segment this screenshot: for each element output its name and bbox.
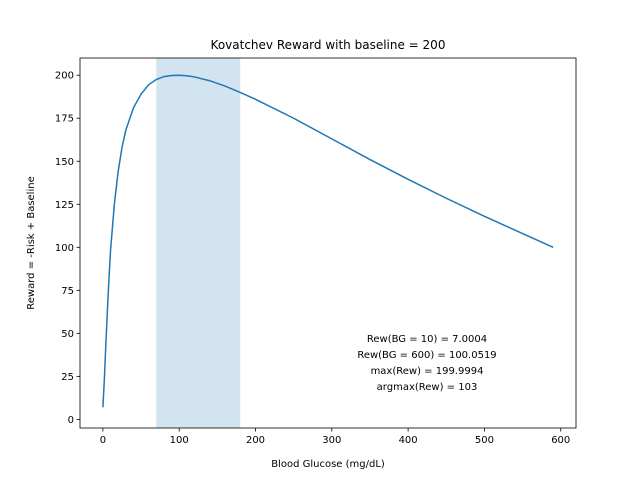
x-axis-ticks: 0 100 200 300 400 500 600 xyxy=(100,428,570,446)
annotation-max-rew: max(Rew) = 199.9994 xyxy=(371,366,484,377)
x-tick-label: 200 xyxy=(246,435,265,446)
y-tick-label: 75 xyxy=(61,286,74,297)
y-tick-label: 200 xyxy=(55,71,74,82)
y-tick-label: 125 xyxy=(55,200,74,211)
x-tick-label: 300 xyxy=(322,435,341,446)
x-axis-label: Blood Glucose (mg/dL) xyxy=(271,459,385,470)
y-tick-label: 100 xyxy=(55,243,74,254)
x-tick-label: 400 xyxy=(399,435,418,446)
annotation-rew-bg-10: Rew(BG = 10) = 7.0004 xyxy=(367,334,487,345)
chart-title: Kovatchev Reward with baseline = 200 xyxy=(211,38,446,52)
target-range-band xyxy=(156,58,241,428)
y-tick-label: 50 xyxy=(61,329,74,340)
annotation-rew-bg-600: Rew(BG = 600) = 100.0519 xyxy=(357,350,496,361)
x-tick-label: 100 xyxy=(170,435,189,446)
x-tick-label: 0 xyxy=(100,435,106,446)
y-tick-label: 175 xyxy=(55,114,74,125)
y-axis-label: Reward = -Risk + Baseline xyxy=(26,176,37,309)
reward-curve-line xyxy=(102,74,554,408)
x-tick-label: 600 xyxy=(551,435,570,446)
annotation-argmax-rew: argmax(Rew) = 103 xyxy=(377,382,478,393)
y-tick-label: 150 xyxy=(55,157,74,168)
x-tick-label: 500 xyxy=(475,435,494,446)
y-tick-label: 0 xyxy=(68,415,74,426)
annotation-box: Rew(BG = 10) = 7.0004 Rew(BG = 600) = 10… xyxy=(357,334,496,393)
y-axis-ticks: 0 25 50 75 100 125 150 175 200 xyxy=(55,71,80,426)
y-tick-label: 25 xyxy=(61,372,74,383)
plot-frame xyxy=(79,57,577,429)
